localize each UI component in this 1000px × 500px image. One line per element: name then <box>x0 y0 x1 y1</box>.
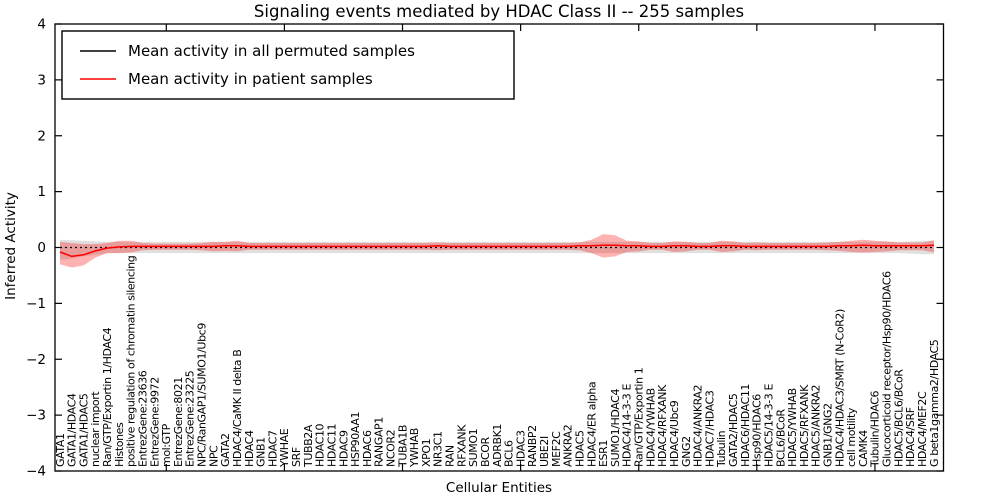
x-tick-label: HDAC5 <box>574 430 587 467</box>
chart-title: Signaling events mediated by HDAC Class … <box>254 2 744 21</box>
x-tick-label: cell motility <box>845 407 858 467</box>
x-tick-label: SUMO1/HDAC4 <box>609 389 622 467</box>
x-tick-label: HDAC10 <box>314 423 327 467</box>
x-tick-label: HDAC4/ER alpha <box>585 382 598 467</box>
x-tick-label: Ran/GTP/Exportin 1 <box>633 368 646 467</box>
y-tick-label: 3 <box>37 72 46 88</box>
x-tick-label: GATA1/HDAC4 <box>66 393 79 467</box>
x-tick-label: SUMO1 <box>467 429 480 467</box>
x-tick-label: Ran/GTP/Exportin 1/HDAC4 <box>101 327 114 467</box>
y-tick-label: 4 <box>37 17 46 33</box>
x-tick-label: SRF <box>290 447 303 467</box>
x-tick-label: BCL6 <box>503 440 516 467</box>
y-tick-label: 0 <box>37 240 46 256</box>
x-tick-label: HDAC4/HDAC3/SMRT (N-CoR2) <box>833 309 846 467</box>
x-tick-label: HDAC6/HDAC11 <box>739 384 752 467</box>
x-tick-label: ESR1 <box>597 440 610 467</box>
x-tick-label: RANGAP1 <box>373 417 386 467</box>
x-tick-label: HDAC4/RFXANK <box>656 384 669 467</box>
legend-label-patient: Mean activity in patient samples <box>128 70 373 88</box>
x-tick-label: HDAC9 <box>337 430 350 467</box>
x-tick-label: YWHAE <box>278 428 291 468</box>
x-tick-label: GATA2/HDAC5 <box>727 393 740 467</box>
x-tick-label: TUBA1B <box>396 425 409 468</box>
x-tick-label: Tubulin <box>715 430 728 468</box>
x-tick-label: Histones <box>113 422 126 467</box>
x-tick-label: MEF2C <box>550 431 563 467</box>
x-tick-label: BCOR <box>479 437 492 467</box>
x-tick-label: EntrezGene:9972 <box>148 377 161 467</box>
x-tick-label: NCOR2 <box>385 430 398 467</box>
y-tick-label: −3 <box>26 408 46 424</box>
x-tick-label: HDAC3 <box>514 430 527 467</box>
x-tick-label: NPC <box>207 445 220 467</box>
patient-range-band <box>60 234 934 268</box>
x-tick-label: GNB1 <box>255 437 268 467</box>
x-tick-label: HDAC4/14-3-3 E <box>621 384 634 467</box>
x-tick-label: HDAC7 <box>266 430 279 467</box>
y-tick-label: −4 <box>26 464 46 480</box>
x-tick-label: HDAC5/BCL6/BCoR <box>892 369 905 467</box>
x-tick-label: Hsp90/HDAC6 <box>751 394 764 467</box>
x-tick-label: RAN <box>444 445 457 467</box>
x-tick-label: HDAC7/HDAC3 <box>703 390 716 467</box>
x-tick-label: HDAC4/YWHAB <box>644 388 657 467</box>
y-axis-label: Inferred Activity <box>3 192 19 300</box>
x-tick-label: HDAC5/14-3-3 E <box>762 384 775 467</box>
x-tick-label: TUBB2A <box>302 424 315 468</box>
x-tick-label: XPO1 <box>420 439 433 467</box>
plot-area: −4 −3 −2 −1 0 1 2 3 4 GATA1GATA1/HDAC4GATA1/HDAC5… <box>26 17 945 480</box>
x-tick-label: HDAC5/YWHAB <box>786 388 799 467</box>
x-tick-label: HDAC4/ANKRA2 <box>692 385 705 467</box>
y-tick-label: 2 <box>37 128 46 144</box>
x-tick-label: EntrezGene:23636 <box>137 370 150 467</box>
x-tick-label: UBE2I <box>538 436 551 467</box>
x-tick-label: EntrezGene:8021 <box>172 377 185 467</box>
x-tick-label: ADRBK1 <box>491 424 504 467</box>
x-tick-label: NR3C1 <box>432 431 445 467</box>
x-tick-label: HDAC4/Ubc9 <box>668 400 681 467</box>
x-tick-label: HDAC5/RFXANK <box>798 384 811 467</box>
x-tick-label: CAMK4 <box>857 430 870 467</box>
x-tick-label: mol:GTP <box>160 423 173 467</box>
x-tick-label: Glucocorticoid receptor/Hsp90/HDAC6 <box>881 271 894 467</box>
x-tick-label: HDAC6 <box>361 430 374 467</box>
y-tick-label: 1 <box>37 184 46 200</box>
legend: Mean activity in all permuted samples Me… <box>61 30 515 100</box>
patient-mean-line <box>59 244 935 258</box>
x-tick-label: GATA1 <box>54 433 67 467</box>
x-tick-label: positive regulation of chromatin silenci… <box>125 256 138 467</box>
x-tick-label: HDAC4/CaMK II delta B <box>231 350 244 467</box>
x-tick-label: YWHAB <box>408 428 421 468</box>
x-tick-label: HDAC4 <box>243 430 256 467</box>
legend-box <box>61 30 515 100</box>
x-tick-label: NPC/RanGAP1/SUMO1/Ubc9 <box>196 323 209 467</box>
x-tick-label: HDAC11 <box>325 424 338 467</box>
x-tick-label: HSP90AA1 <box>349 412 362 467</box>
legend-label-permuted: Mean activity in all permuted samples <box>128 42 415 60</box>
x-tick-label: nuclear import <box>89 391 102 467</box>
x-tick-label: GATA2 <box>219 433 232 467</box>
permuted-range-band <box>60 239 934 260</box>
x-tick-label: BCL6/BCoR <box>774 409 787 467</box>
x-tick-label: GNB1/GNG2 <box>822 403 835 467</box>
y-tick-label: −1 <box>26 296 46 312</box>
x-tick-label: HDAC4/MEF2C <box>916 391 929 467</box>
x-tick-label: HDAC5/ANKRA2 <box>810 385 823 467</box>
x-tick-label: HDAC4/SRF <box>904 407 917 467</box>
x-tick-label: ANKRA2 <box>562 425 575 467</box>
x-tick-label: EntrezGene:23225 <box>184 370 197 467</box>
x-tick-label: GNG2 <box>680 436 693 467</box>
x-axis-label: Cellular Entities <box>446 480 552 496</box>
x-tick-label: RANBP2 <box>526 425 539 467</box>
x-tick-label: Tubulin/HDAC6 <box>869 390 882 468</box>
x-tick-label: G beta1gamma2/HDAC5 <box>928 339 941 467</box>
y-tick-label: −2 <box>26 352 46 368</box>
x-tick-label: RFXANK <box>455 424 468 467</box>
x-tick-label: GATA1/HDAC5 <box>77 393 90 467</box>
